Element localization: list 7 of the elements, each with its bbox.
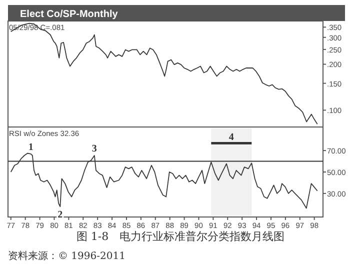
text: 资料来源：© 1996-2011 bbox=[8, 250, 126, 262]
annotation: 2 bbox=[58, 210, 63, 221]
chart-title: Elect Co/SP-Monthly bbox=[20, 9, 118, 20]
band-label: 4 bbox=[228, 132, 234, 144]
annotation: 1 bbox=[28, 142, 34, 153]
caption: 图 1-8 电力行业标准普尔分类指数月线图 bbox=[76, 230, 285, 243]
annotation: 3 bbox=[92, 144, 97, 154]
